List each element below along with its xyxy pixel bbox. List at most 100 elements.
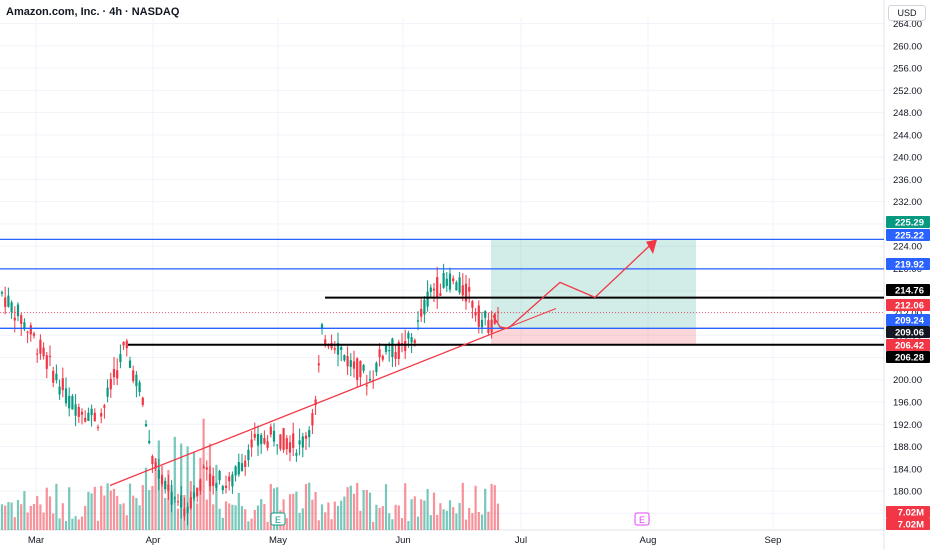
volume-bar: [343, 496, 346, 530]
volume-bar: [295, 491, 298, 530]
projection-path: [492, 240, 656, 330]
volume-bar: [84, 505, 87, 530]
volume-bar: [183, 495, 186, 530]
volume-bar: [176, 508, 180, 530]
volume-bar: [4, 505, 7, 530]
volume-bar: [205, 499, 208, 530]
volume-bar: [16, 499, 20, 530]
volume-bar: [375, 504, 378, 530]
candle-body: [240, 463, 244, 471]
candle-body: [336, 342, 340, 355]
price-tag: [886, 284, 930, 296]
volume-bar: [250, 518, 253, 530]
y-tick-label: 200.00: [893, 375, 922, 386]
candle-body: [20, 315, 23, 324]
candle-body: [253, 434, 256, 438]
volume-bar: [256, 505, 260, 530]
candle-body: [448, 273, 452, 290]
volume-bar: [132, 495, 135, 530]
candle-body: [141, 397, 144, 405]
candle-body: [343, 355, 346, 361]
volume-bar: [192, 452, 196, 530]
candle-body: [320, 324, 324, 329]
volume-bar: [362, 490, 365, 530]
volume-bar: [180, 443, 183, 530]
volume-bar: [45, 487, 48, 530]
target-zone: [491, 239, 696, 329]
candle-body: [292, 433, 295, 448]
volume-bar: [32, 503, 36, 530]
volume-bar: [458, 502, 461, 530]
volume-bar: [234, 505, 237, 530]
volume-bar: [26, 512, 29, 530]
y-tick-label: 212.00: [893, 308, 922, 319]
y-tick-label: 184.00: [893, 464, 922, 475]
candle-body: [445, 278, 448, 287]
volume-bar: [276, 487, 279, 530]
candle-body: [36, 353, 39, 355]
volume-bar: [189, 481, 192, 530]
candle-body: [10, 302, 13, 313]
candle-body: [74, 404, 77, 416]
candle-body: [474, 312, 477, 316]
candle-body: [461, 285, 464, 296]
candle-body: [23, 322, 26, 330]
candle-body: [480, 319, 484, 328]
candle-body: [32, 333, 36, 336]
volume-bar: [154, 458, 157, 530]
candle-body: [346, 356, 349, 367]
earnings-label: E: [275, 515, 281, 525]
candle-body: [87, 412, 90, 421]
candle-body: [308, 430, 311, 438]
candle-body: [368, 378, 372, 381]
volume-bar: [301, 508, 304, 530]
volume-bar: [55, 483, 58, 530]
candle-body: [413, 340, 416, 344]
volume-bar: [285, 518, 288, 530]
volume-bar: [477, 512, 480, 530]
candle-body: [426, 291, 429, 307]
volume-bar: [237, 492, 240, 530]
candle-body: [205, 467, 208, 470]
candle-body: [39, 339, 42, 354]
volume-bar: [87, 491, 90, 530]
candle-body: [304, 435, 308, 439]
volume-bar: [368, 492, 372, 530]
candle-body: [151, 456, 154, 465]
volume-bar: [39, 504, 42, 530]
volume-bar: [311, 499, 314, 530]
candle-body: [58, 386, 61, 395]
currency-button[interactable]: USD: [888, 5, 926, 21]
candle-body: [71, 395, 74, 410]
volume-bar: [77, 519, 80, 530]
candle-body: [420, 308, 423, 317]
volume-bar: [48, 496, 52, 530]
candle-body: [77, 407, 80, 417]
volume-bar: [215, 464, 218, 530]
trend-extension: [507, 308, 557, 328]
candle-body: [84, 417, 87, 422]
candle-body: [247, 449, 250, 461]
candle-body: [52, 370, 55, 383]
candle-body: [407, 333, 410, 339]
y-tick-label: 256.00: [893, 64, 922, 75]
candle-body: [404, 340, 407, 352]
candle-body: [301, 436, 304, 448]
volume-bar: [74, 516, 77, 530]
volume-bar: [324, 512, 327, 530]
candle-body: [352, 361, 356, 369]
price-tag: [886, 299, 930, 311]
price-tag-label: 225.22: [895, 231, 924, 242]
candle-body: [388, 350, 391, 352]
candle-body: [48, 355, 52, 357]
volume-bar: [202, 418, 205, 530]
volume-tag-label: 7.02M: [898, 508, 924, 519]
volume-bar: [461, 482, 464, 530]
price-tag-label: 214.76: [895, 286, 924, 297]
candle-body: [109, 378, 112, 390]
volume-bar: [231, 504, 234, 530]
volume-bar: [263, 504, 266, 530]
candle-body: [224, 485, 228, 488]
candle-body: [93, 412, 96, 421]
